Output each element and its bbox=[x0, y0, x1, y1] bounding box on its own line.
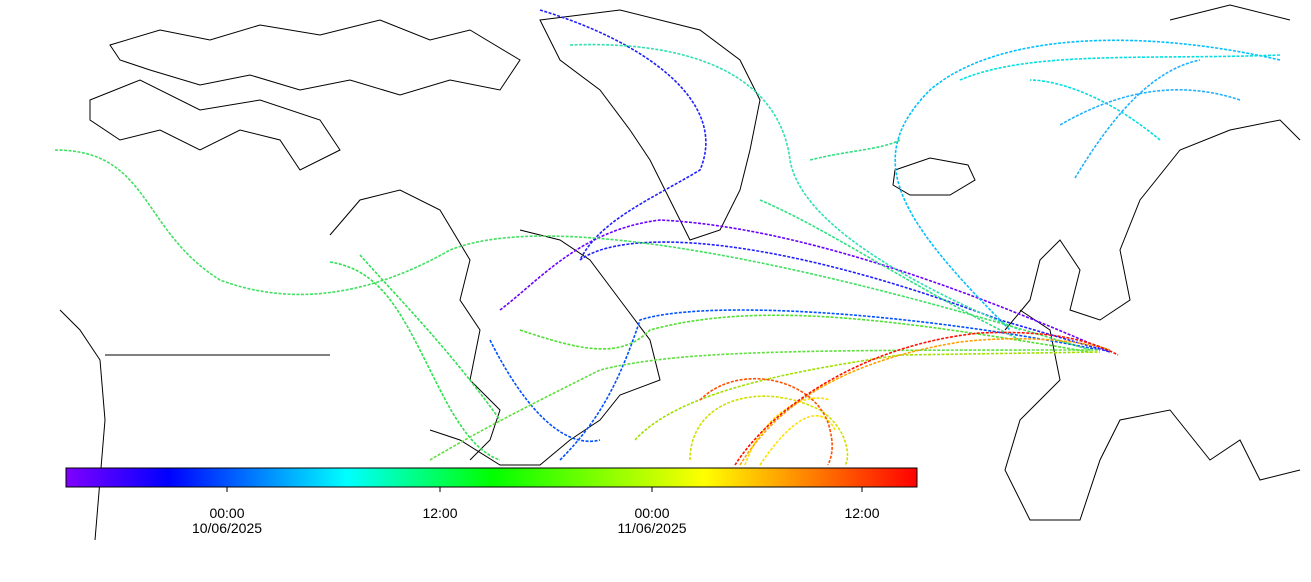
trajectory bbox=[894, 39, 1281, 331]
hudson-region bbox=[89, 79, 341, 171]
trajectory bbox=[499, 219, 1111, 353]
trajectory bbox=[519, 314, 1091, 353]
trajectories bbox=[54, 9, 1281, 466]
colorbar bbox=[65, 467, 918, 488]
trajectory bbox=[539, 9, 1111, 353]
trajectory bbox=[759, 139, 1021, 341]
iceland bbox=[892, 157, 976, 196]
trajectory bbox=[569, 43, 1021, 331]
coastlines bbox=[59, 4, 1301, 541]
trajectory bbox=[1059, 59, 1241, 179]
trajectory bbox=[744, 397, 836, 466]
tick-time: 00:00 bbox=[209, 505, 244, 521]
north-america bbox=[59, 189, 661, 541]
europe bbox=[1004, 4, 1301, 521]
trajectory bbox=[689, 395, 849, 466]
tick-time: 00:00 bbox=[634, 505, 669, 521]
trajectory bbox=[699, 377, 833, 466]
arctic-islands bbox=[109, 19, 521, 96]
greenland bbox=[539, 9, 761, 241]
tick-date: 11/06/2025 bbox=[617, 520, 686, 536]
trajectory bbox=[489, 309, 1101, 461]
trajectory bbox=[959, 54, 1281, 141]
colorbar-labels: 00:00 10/06/2025 12:00 00:00 11/06/2025 … bbox=[192, 487, 880, 536]
trajectory bbox=[739, 337, 1111, 466]
trajectory bbox=[54, 149, 1091, 351]
trajectory bbox=[329, 254, 501, 461]
trajectory bbox=[734, 331, 1119, 466]
trajectory bbox=[429, 349, 1101, 461]
tick-time: 12:00 bbox=[422, 505, 457, 521]
tick-time: 12:00 bbox=[844, 505, 879, 521]
tick-date: 10/06/2025 bbox=[192, 520, 262, 536]
